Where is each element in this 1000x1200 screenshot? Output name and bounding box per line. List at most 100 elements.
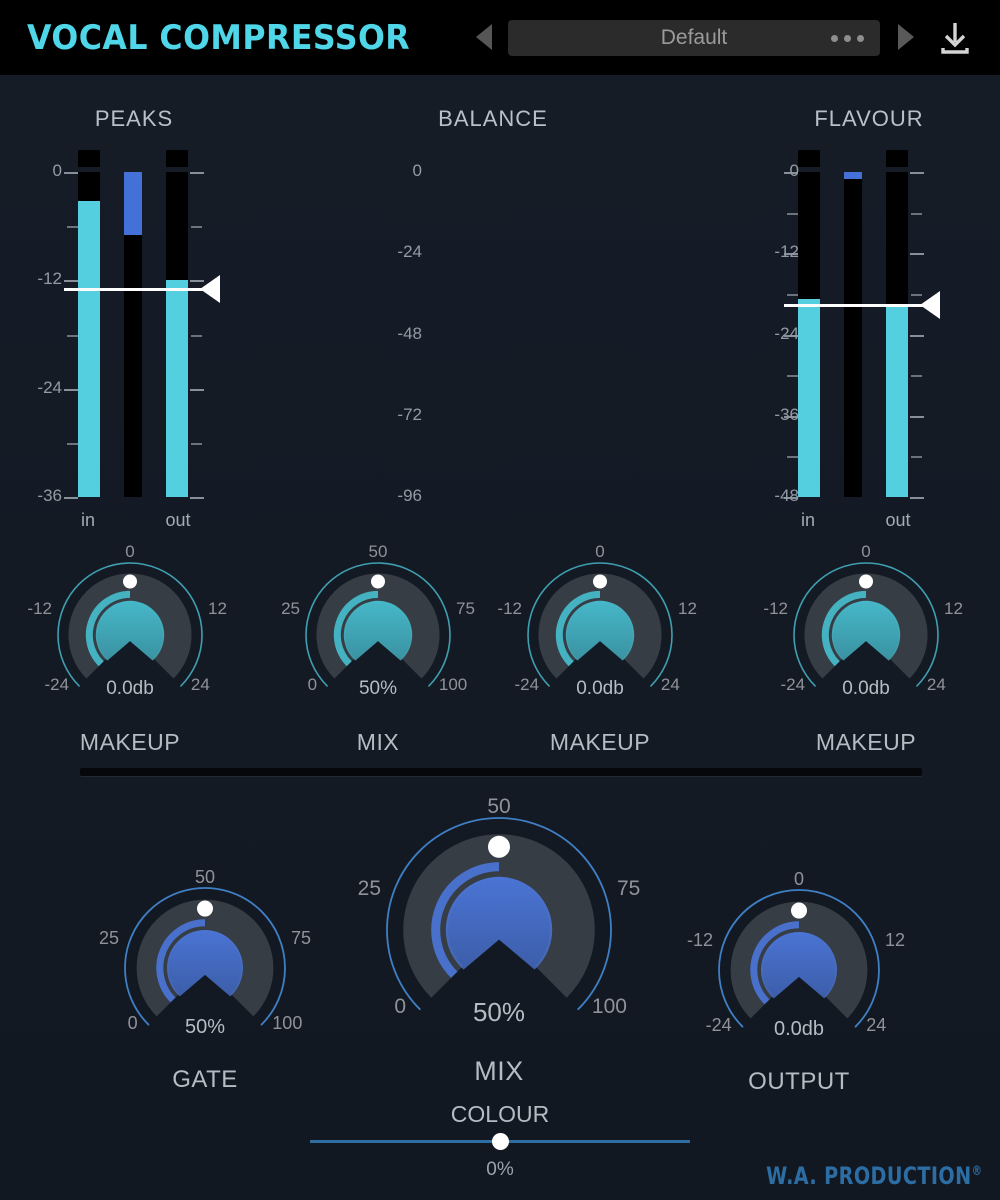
- knob-tick-bottom-left-flavour-makeup: -24: [780, 674, 806, 694]
- threshold-line: [784, 304, 928, 308]
- knob-inner-disc: [343, 600, 413, 670]
- knob-indicator-dot[interactable]: [859, 574, 873, 589]
- meter-tick-minor: [191, 442, 202, 445]
- knob-progress-arc: [821, 590, 867, 667]
- meter-tick-minor: [787, 456, 798, 459]
- knob-progress-arc: [333, 590, 379, 667]
- meter-scale-label: -36: [37, 486, 62, 505]
- gain-reduction-fill: [844, 172, 862, 179]
- ellipsis-icon[interactable]: [831, 20, 864, 56]
- knob-value-balance-makeup: 0.0db: [576, 678, 624, 700]
- knob-caption-peaks-mix: MIX: [356, 729, 400, 755]
- knob-tick-bottom-left-balance-makeup: -24: [514, 674, 540, 694]
- preset-selector[interactable]: Default: [508, 20, 880, 56]
- meter-tick-major: [64, 280, 78, 283]
- meter-tick-minor: [191, 334, 202, 337]
- meter-tick-major: [64, 497, 78, 499]
- knob-tick-top-mix: 50: [487, 794, 511, 818]
- preset-next-button[interactable]: [898, 24, 914, 50]
- gain-reduction-track: [124, 172, 142, 497]
- knob-guide-arc: [527, 562, 673, 687]
- knob-tick-bottom-right-peaks-mix: 100: [438, 674, 468, 694]
- preset-prev-button[interactable]: [476, 24, 492, 50]
- meter-tick-minor: [787, 212, 798, 215]
- knob-output[interactable]: 0.0db OUTPUT 0 -12 12 -24 24: [687, 868, 905, 1095]
- meter-tick-major: [910, 334, 924, 337]
- knob-tick-left-flavour-makeup: -12: [763, 598, 788, 618]
- knob-value-gate: 50%: [184, 1016, 226, 1038]
- meter-tick-minor: [67, 334, 78, 337]
- knob-peaks-mix[interactable]: 50% MIX 50 25 75 0 100: [281, 542, 475, 755]
- meter-clip-out: [886, 150, 908, 167]
- threshold-handle[interactable]: [920, 291, 940, 320]
- meter-io-label-in: in: [800, 510, 815, 530]
- knob-indicator-dot[interactable]: [371, 574, 385, 589]
- meter-tick-minor: [911, 212, 922, 215]
- knob-indicator-dot[interactable]: [791, 902, 807, 919]
- knob-caption-mix: MIX: [474, 1056, 524, 1086]
- knob-tick-left-mix: 25: [357, 876, 381, 900]
- colour-slider-handle[interactable]: [491, 1133, 509, 1150]
- knob-inner-disc: [95, 600, 165, 670]
- meter-tick-minor: [67, 442, 78, 445]
- knob-tick-bottom-right-flavour-makeup: 24: [926, 674, 946, 694]
- section-title-balance: BALANCE: [438, 106, 548, 131]
- knob-gate[interactable]: 50% GATE 50 25 75 0 100: [99, 866, 311, 1093]
- knob-value-peaks-mix: 50%: [358, 678, 398, 700]
- knob-tick-bottom-right-peaks-makeup: 24: [190, 674, 210, 694]
- knob-value-flavour-makeup: 0.0db: [842, 678, 890, 700]
- meter-io-label-out: out: [885, 510, 911, 530]
- knob-inner-disc: [761, 932, 837, 1008]
- knob-tick-right-peaks-mix: 75: [456, 598, 475, 618]
- knob-tick-right-gate: 75: [291, 928, 312, 949]
- knob-caption-gate: GATE: [172, 1066, 238, 1093]
- meter-tick-major: [64, 388, 78, 391]
- knob-tick-top-gate: 50: [194, 866, 216, 887]
- knob-tick-bottom-left-mix: 0: [394, 995, 407, 1019]
- knob-value-output: 0.0db: [773, 1018, 825, 1040]
- meter-tick-major: [784, 253, 798, 256]
- knob-guide-arc: [386, 817, 612, 1011]
- meter-tick-major: [190, 172, 204, 174]
- knob-balance-makeup[interactable]: 0.0db MAKEUP 0 -12 12 -24 24: [497, 542, 697, 755]
- knob-mix[interactable]: 50% MIX 50 25 75 0 100: [358, 794, 641, 1086]
- meter-fill-in: [78, 200, 100, 497]
- knob-peaks-makeup[interactable]: 0.0db MAKEUP 0 -12 12 -24 24: [27, 542, 227, 755]
- knob-indicator-dot[interactable]: [593, 574, 607, 589]
- knob-tick-top-peaks-mix: 50: [368, 542, 388, 562]
- meter-scale-label: -24: [37, 377, 62, 397]
- knob-caption-balance-makeup: MAKEUP: [549, 729, 651, 755]
- knob-value-peaks-makeup: 0.0db: [106, 678, 154, 700]
- meter-scale-label: -48: [397, 323, 422, 343]
- knob-progress-arc: [431, 862, 500, 978]
- knob-flavour-makeup[interactable]: 0.0db MAKEUP 0 -12 12 -24 24: [763, 542, 963, 755]
- meter-tick-major: [784, 172, 798, 174]
- knob-guide-arc: [124, 887, 286, 1026]
- threshold-handle[interactable]: [200, 274, 220, 303]
- colour-slider-value: 0%: [486, 1159, 514, 1180]
- knob-indicator-dot[interactable]: [197, 900, 213, 917]
- brand-logo: W.A. PRODUCTION®: [766, 1162, 982, 1190]
- knob-tick-right-mix: 75: [617, 876, 641, 900]
- meter-scale-label: -24: [774, 323, 799, 343]
- knob-guide-arc: [718, 889, 880, 1028]
- knob-tick-top-balance-makeup: 0: [595, 542, 605, 562]
- knob-value-mix: 50%: [472, 997, 526, 1028]
- meter-scale-label: 0: [52, 161, 62, 180]
- knob-indicator-dot[interactable]: [123, 574, 137, 589]
- meter-fill-out: [886, 305, 908, 497]
- knob-indicator-dot[interactable]: [488, 835, 510, 858]
- knob-inner-disc: [831, 600, 901, 670]
- knob-tick-top-output: 0: [793, 868, 805, 889]
- knob-tick-right-output: 12: [885, 930, 906, 951]
- knob-tick-left-gate: 25: [98, 928, 119, 949]
- meter-scale-label: -12: [37, 269, 62, 289]
- meter-track-out: [166, 172, 188, 497]
- knob-tick-bottom-left-peaks-makeup: -24: [44, 674, 70, 694]
- download-icon[interactable]: [935, 18, 975, 63]
- meter-scale-label: 0: [789, 161, 799, 180]
- meter-scale-label: -36: [774, 404, 799, 424]
- meter-io-label-in: in: [80, 510, 95, 530]
- knob-tick-bottom-right-gate: 100: [272, 1012, 303, 1033]
- meter-tick-major: [190, 280, 204, 283]
